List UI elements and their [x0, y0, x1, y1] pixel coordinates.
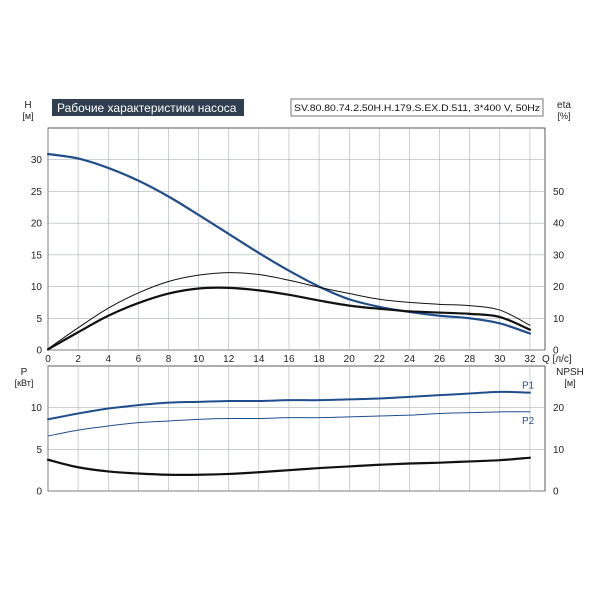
- y-tick-label: 5: [36, 314, 42, 325]
- bottom-curve-p1: [47, 390, 531, 421]
- y2-tick-label: 0: [553, 346, 559, 357]
- x-tick-label: 10: [193, 354, 205, 365]
- x-tick-label: 8: [166, 354, 172, 365]
- y-axis-label-h-unit: [м]: [22, 111, 33, 121]
- tick-labels: 0 2 4 6 8 10 12 14 16 18 20 22 24 26 28 30 3205101520253…: [31, 155, 565, 497]
- top-curve-2: [46, 286, 532, 351]
- top-curve-1: [47, 272, 531, 350]
- x-tick-label: 0: [45, 354, 51, 365]
- x-tick-label: 12: [223, 354, 235, 365]
- top-plot-frame: [47, 127, 546, 351]
- y2-axis-label-npsh-name: NPSH: [556, 367, 584, 378]
- y-tick-label: 30: [31, 155, 43, 166]
- x-tick-label: 32: [524, 354, 536, 365]
- y2-tick-label: 20: [553, 282, 565, 293]
- y-tick-label: 15: [31, 250, 43, 261]
- y-axis-label-p-unit: [кВт]: [15, 378, 34, 388]
- y-axis-label-p-name: P: [21, 367, 28, 378]
- x-tick-label: 30: [494, 354, 506, 365]
- y-tick-label: 10: [31, 282, 43, 293]
- y-tick-label: 10: [31, 403, 43, 414]
- x-tick-label: 20: [344, 354, 356, 365]
- y2-tick-label: 10: [553, 314, 565, 325]
- x-tick-label: 28: [464, 354, 476, 365]
- top-chart-grid: [47, 127, 546, 351]
- title-box: [52, 99, 244, 116]
- x-tick-label: 14: [253, 354, 265, 365]
- y2-tick-label: 20: [553, 403, 565, 414]
- x-tick-label: 26: [434, 354, 446, 365]
- chart-title: Рабочие характеристики насоса: [57, 101, 237, 115]
- y2-axis-label-npsh-unit: [м]: [564, 378, 575, 388]
- y2-axis-label-eta-name: eta: [557, 100, 571, 111]
- y-tick-label: 5: [36, 445, 42, 456]
- bottom-chart-grid: [47, 365, 546, 492]
- top-curve-0: [46, 152, 532, 335]
- y2-tick-label: 10: [553, 445, 565, 456]
- bottom-curve-npsh: [46, 456, 532, 476]
- x-axis-label: Q [л/с]: [542, 354, 572, 365]
- model-box: [290, 98, 544, 117]
- top-chart-curves: [46, 152, 532, 351]
- x-tick-label: 18: [314, 354, 326, 365]
- y-tick-label: 0: [36, 346, 42, 357]
- x-tick-label: 2: [75, 354, 81, 365]
- y2-tick-label: 30: [553, 250, 565, 261]
- curve-label-p2: P2: [522, 416, 535, 427]
- y2-tick-label: 0: [553, 487, 559, 498]
- axis-labels: H[м]eta[%]P[кВт]NPSH[м]Q [л/с]: [15, 100, 584, 388]
- bottom-chart-curves: P1 P2: [46, 381, 535, 476]
- x-tick-label: 16: [283, 354, 295, 365]
- x-tick-label: 24: [404, 354, 416, 365]
- y2-axis-label-eta-unit: [%]: [557, 111, 570, 121]
- y2-tick-label: 50: [553, 187, 565, 198]
- curve-label-p1: P1: [522, 381, 535, 392]
- x-tick-label: 22: [374, 354, 386, 365]
- pump-model-label: SV.80.80.74.2.50H.H.179.S.EX.D.511, 3*40…: [294, 103, 540, 114]
- bottom-curve-p2: [47, 411, 531, 437]
- y-tick-label: 20: [31, 219, 43, 230]
- y-axis-label-h-name: H: [24, 100, 31, 111]
- y2-tick-label: 40: [553, 219, 565, 230]
- x-tick-label: 6: [136, 354, 142, 365]
- y-tick-label: 25: [31, 187, 43, 198]
- y-tick-label: 0: [36, 487, 42, 498]
- x-tick-label: 4: [105, 354, 111, 365]
